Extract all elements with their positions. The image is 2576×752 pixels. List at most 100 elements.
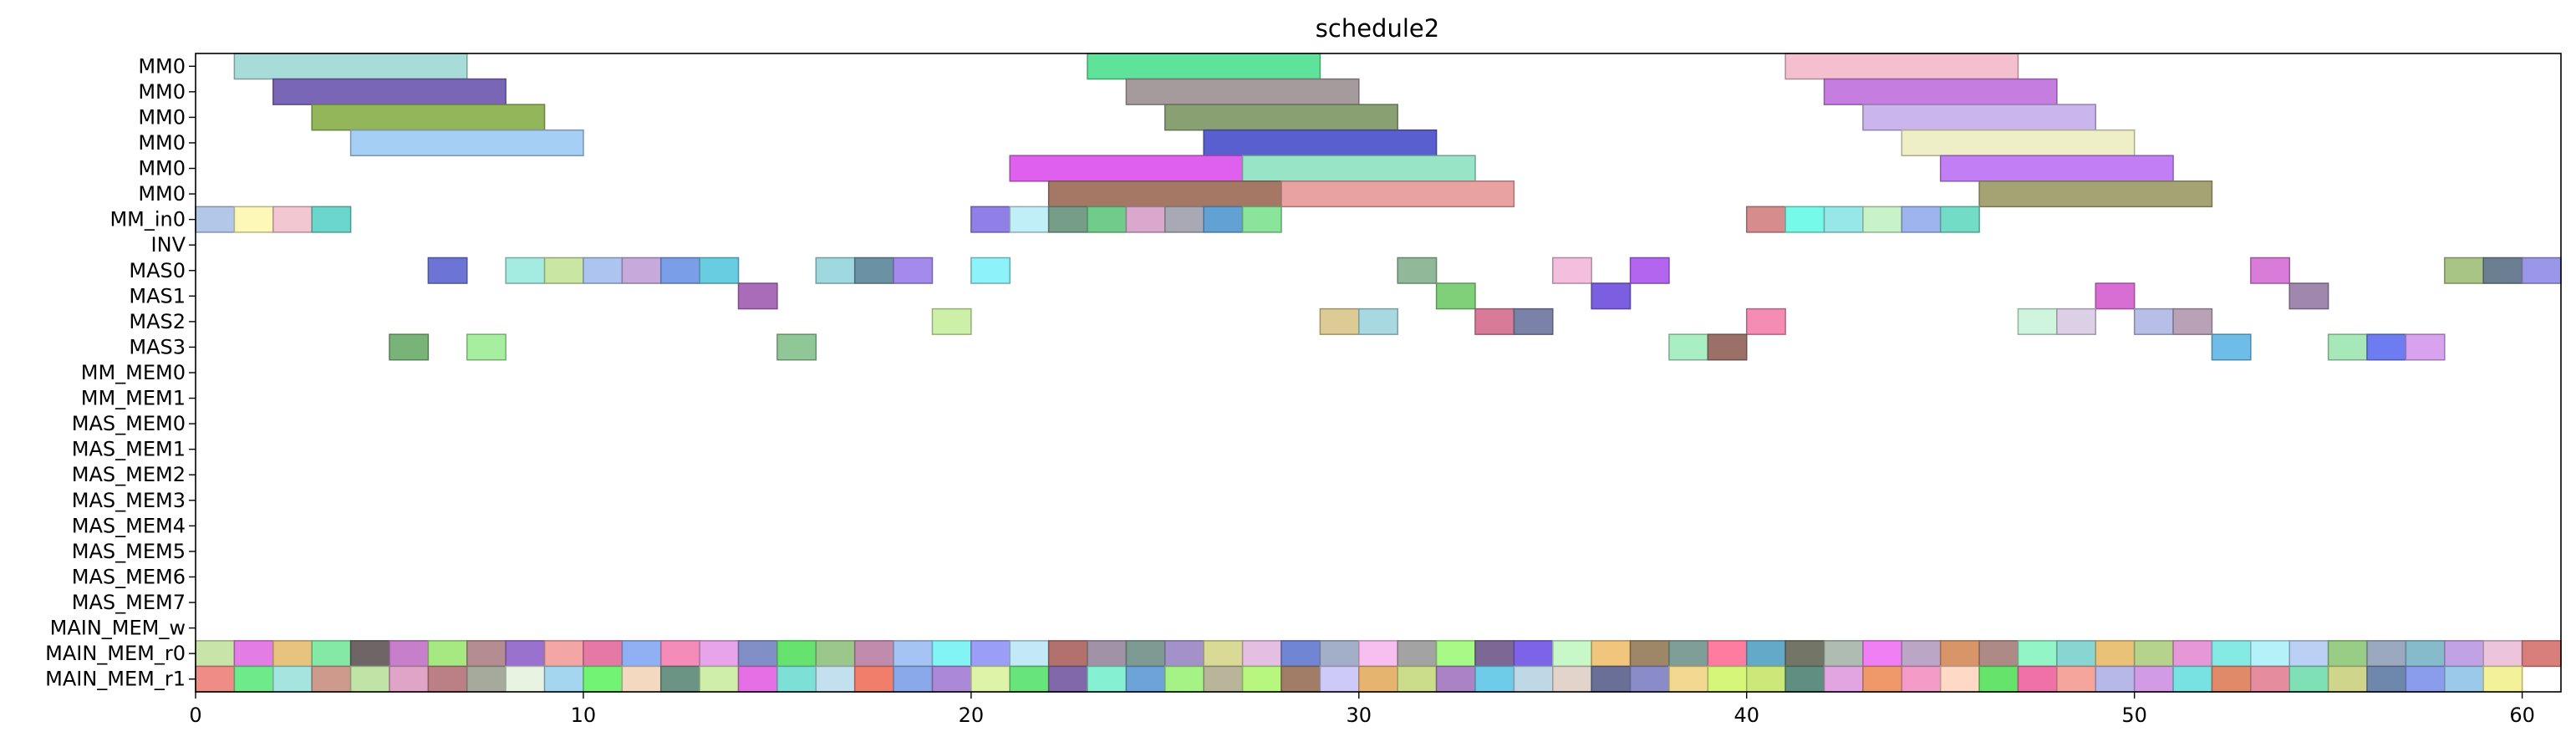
task-bar: [1280, 180, 1515, 208]
task-bar: [349, 129, 584, 156]
task-bar: [1397, 665, 1438, 693]
row-label: MM_MEM1: [81, 387, 186, 410]
task-bar: [659, 665, 700, 693]
task-bar: [2288, 640, 2329, 668]
task-bar: [2521, 640, 2562, 668]
task-bar: [970, 257, 1011, 284]
task-bar: [699, 640, 740, 668]
task-bar: [466, 665, 507, 693]
task-bar: [931, 640, 972, 668]
task-bar: [543, 665, 584, 693]
task-bar: [2366, 640, 2407, 668]
task-bar: [2366, 665, 2407, 693]
x-tick-label: 50: [2121, 704, 2147, 727]
task-bar: [2095, 640, 2136, 668]
task-bar: [1591, 665, 1632, 693]
row-label: MM0: [138, 80, 186, 104]
row-label: MAS_MEM4: [72, 514, 186, 537]
task-bar: [389, 333, 430, 361]
task-bar: [311, 104, 546, 131]
task-bar: [311, 206, 352, 233]
task-bar: [1319, 640, 1360, 668]
task-bar: [233, 53, 468, 80]
x-tick-label: 20: [959, 704, 985, 727]
task-bar: [815, 665, 856, 693]
task-bar: [1552, 640, 1592, 668]
task-bar: [621, 665, 662, 693]
task-bar: [505, 257, 546, 284]
task-bar: [2521, 257, 2562, 284]
task-bar: [1939, 640, 1980, 668]
task-bar: [1047, 665, 1088, 693]
task-bar: [1668, 333, 1709, 361]
row-label: MAS1: [129, 284, 186, 307]
task-bar: [970, 206, 1011, 233]
task-bar: [349, 665, 390, 693]
task-bar: [583, 257, 624, 284]
task-bar: [1745, 665, 1786, 693]
row-label: MAS_MEM1: [72, 438, 186, 461]
task-bar: [1939, 206, 1980, 233]
task-bar: [2017, 665, 2058, 693]
task-bar: [853, 640, 894, 668]
task-bar: [1203, 129, 1438, 156]
task-bar: [659, 640, 700, 668]
task-bar: [2056, 307, 2097, 335]
task-bar: [659, 257, 700, 284]
task-bar: [1203, 640, 1244, 668]
task-bar: [1629, 257, 1670, 284]
task-bar: [389, 665, 430, 693]
task-bar: [1125, 206, 1166, 233]
task-bar: [1241, 206, 1282, 233]
task-bar: [2133, 307, 2174, 335]
row-label: INV: [151, 233, 186, 257]
task-bar: [1668, 665, 1709, 693]
task-bar: [1707, 665, 1748, 693]
task-bar: [2444, 257, 2484, 284]
task-bar: [1435, 282, 1476, 310]
task-bar: [1241, 640, 1282, 668]
row-label: MAS_MEM6: [72, 565, 186, 588]
task-bar: [1513, 307, 1554, 335]
task-bar: [2056, 640, 2097, 668]
task-bar: [1397, 640, 1438, 668]
task-bar: [1087, 665, 1128, 693]
task-bar: [699, 257, 740, 284]
row-label: MAIN_MEM_w: [50, 617, 186, 640]
task-bar: [1280, 665, 1321, 693]
row-label: MM0: [138, 131, 186, 155]
task-bar: [2250, 640, 2290, 668]
row-labels: MM0MM0MM0MM0MM0MM0MM_in0INVMAS0MAS1MAS2M…: [45, 54, 196, 691]
task-bar: [1939, 155, 2174, 182]
task-bar: [1784, 640, 1825, 668]
task-bar: [815, 257, 856, 284]
task-bar: [1125, 665, 1166, 693]
row-label: MM0: [138, 105, 186, 129]
task-bar: [931, 665, 972, 693]
task-bar: [1862, 640, 1903, 668]
task-bar: [1087, 640, 1128, 668]
task-bar: [272, 665, 313, 693]
task-bar: [2405, 333, 2446, 361]
task-bar: [505, 665, 546, 693]
task-bar: [505, 640, 546, 668]
task-bar: [1823, 78, 2058, 105]
task-bar: [1745, 640, 1786, 668]
task-bar: [1164, 206, 1204, 233]
task-bar: [427, 257, 468, 284]
task-bar: [1474, 665, 1515, 693]
task-bar: [1435, 640, 1476, 668]
task-bar: [466, 640, 507, 668]
task-bar: [1823, 206, 1864, 233]
task-bar: [543, 640, 584, 668]
task-bar: [815, 640, 856, 668]
task-bar: [970, 665, 1011, 693]
task-bar: [1745, 307, 1786, 335]
task-bar: [931, 307, 972, 335]
task-bar: [1047, 180, 1282, 208]
task-bar: [2366, 333, 2407, 361]
task-bar: [970, 640, 1011, 668]
task-bar: [1358, 665, 1398, 693]
task-bar: [621, 640, 662, 668]
